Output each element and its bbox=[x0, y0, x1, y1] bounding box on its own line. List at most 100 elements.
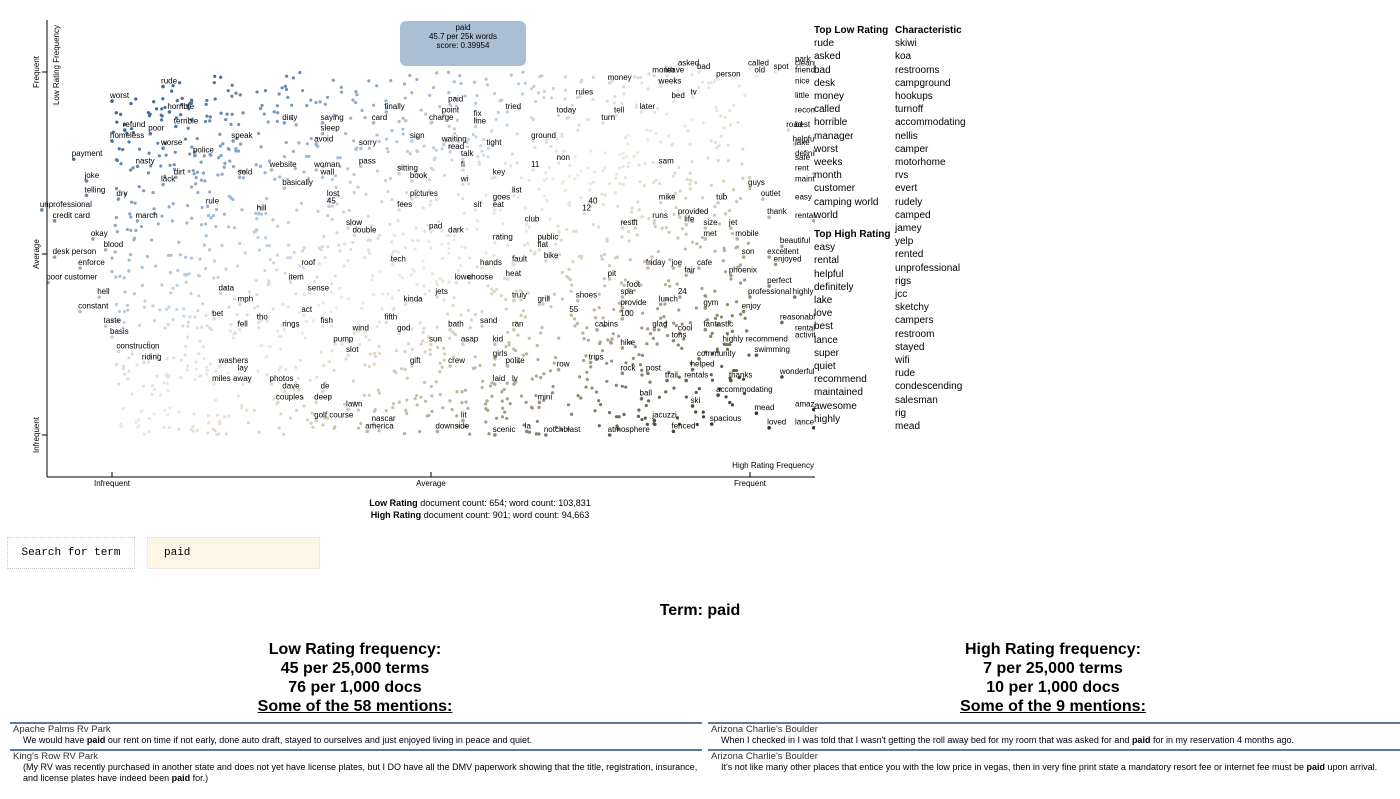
term-point[interactable] bbox=[339, 90, 344, 94]
term-label[interactable]: cleanpool bbox=[795, 58, 815, 67]
term-point[interactable] bbox=[221, 142, 225, 146]
term-point[interactable] bbox=[614, 383, 618, 387]
term-point[interactable] bbox=[297, 388, 301, 392]
term-point[interactable] bbox=[122, 309, 127, 314]
term-point[interactable] bbox=[588, 360, 593, 365]
term-label[interactable]: jet bbox=[728, 218, 738, 227]
term-point[interactable] bbox=[635, 151, 640, 155]
term-point[interactable] bbox=[473, 366, 477, 370]
term-point[interactable] bbox=[705, 318, 709, 322]
term-point[interactable] bbox=[663, 302, 667, 306]
term-point[interactable] bbox=[305, 418, 310, 422]
term-point[interactable] bbox=[218, 422, 222, 426]
term-point[interactable] bbox=[321, 301, 326, 305]
term-point[interactable] bbox=[646, 371, 650, 376]
term-point[interactable] bbox=[174, 124, 178, 129]
term-point[interactable] bbox=[333, 425, 337, 429]
term-point[interactable] bbox=[658, 200, 663, 205]
term-point[interactable] bbox=[573, 177, 577, 181]
term-point[interactable] bbox=[565, 227, 569, 232]
term-point[interactable] bbox=[518, 288, 523, 293]
term-point[interactable] bbox=[397, 273, 402, 278]
term-point[interactable] bbox=[237, 175, 242, 180]
term-label[interactable]: construction bbox=[116, 342, 159, 351]
term-point[interactable] bbox=[586, 338, 590, 342]
term-point[interactable] bbox=[196, 190, 200, 195]
term-point[interactable] bbox=[321, 423, 325, 427]
term-label[interactable]: phoenix bbox=[729, 265, 757, 274]
term-point[interactable] bbox=[311, 425, 315, 429]
term-point[interactable] bbox=[600, 192, 604, 196]
term-point[interactable] bbox=[450, 407, 454, 412]
term-point[interactable] bbox=[354, 90, 358, 94]
term-label[interactable]: joe bbox=[670, 258, 682, 267]
term-point[interactable] bbox=[533, 145, 537, 150]
term-point[interactable] bbox=[150, 392, 154, 396]
term-label[interactable]: refund bbox=[123, 120, 146, 129]
term-point[interactable] bbox=[117, 309, 122, 314]
term-point[interactable] bbox=[218, 144, 223, 148]
term-point[interactable] bbox=[541, 302, 545, 306]
term-point[interactable] bbox=[572, 317, 577, 321]
term-point[interactable] bbox=[255, 217, 259, 221]
term-point[interactable] bbox=[377, 233, 382, 237]
term-label[interactable]: lv bbox=[512, 374, 518, 383]
term-point[interactable] bbox=[614, 176, 618, 180]
term-label[interactable]: son bbox=[742, 247, 755, 256]
term-label[interactable]: tv bbox=[691, 87, 697, 96]
term-point[interactable] bbox=[461, 418, 465, 423]
term-point[interactable] bbox=[582, 337, 586, 341]
term-point[interactable] bbox=[780, 320, 784, 325]
term-point[interactable] bbox=[556, 367, 561, 372]
term-point[interactable] bbox=[688, 142, 692, 146]
term-label[interactable]: ball bbox=[640, 389, 653, 398]
term-point[interactable] bbox=[179, 376, 183, 380]
term-point[interactable] bbox=[334, 185, 338, 190]
term-point[interactable] bbox=[519, 313, 523, 318]
term-point[interactable] bbox=[272, 397, 276, 401]
term-point[interactable] bbox=[413, 170, 418, 174]
term-point[interactable] bbox=[550, 391, 555, 395]
term-point[interactable] bbox=[362, 393, 366, 397]
term-point[interactable] bbox=[359, 146, 363, 151]
term-point[interactable] bbox=[302, 170, 306, 174]
term-point[interactable] bbox=[624, 385, 628, 389]
term-point[interactable] bbox=[465, 227, 469, 231]
term-point[interactable] bbox=[646, 327, 650, 331]
term-point[interactable] bbox=[91, 237, 95, 241]
term-point[interactable] bbox=[469, 318, 474, 322]
term-point[interactable] bbox=[542, 372, 546, 376]
term-point[interactable] bbox=[398, 165, 402, 169]
term-point[interactable] bbox=[509, 73, 513, 77]
term-label[interactable]: nice bbox=[795, 77, 810, 86]
term-point[interactable] bbox=[163, 326, 167, 330]
term-point[interactable] bbox=[279, 365, 283, 369]
term-point[interactable] bbox=[626, 288, 631, 292]
term-label[interactable]: guys bbox=[748, 178, 765, 187]
term-point[interactable] bbox=[680, 227, 685, 231]
term-point[interactable] bbox=[652, 418, 657, 423]
term-point[interactable] bbox=[171, 286, 175, 290]
term-point[interactable] bbox=[456, 139, 461, 143]
term-point[interactable] bbox=[309, 421, 313, 425]
term-point[interactable] bbox=[204, 102, 208, 106]
term-label[interactable]: police bbox=[193, 145, 214, 154]
term-point[interactable] bbox=[163, 408, 167, 412]
term-point[interactable] bbox=[660, 226, 664, 230]
term-point[interactable] bbox=[208, 248, 212, 252]
term-point[interactable] bbox=[505, 123, 510, 127]
term-point[interactable] bbox=[645, 342, 649, 346]
term-point[interactable] bbox=[170, 89, 174, 93]
term-point[interactable] bbox=[675, 416, 680, 420]
term-point[interactable] bbox=[372, 292, 376, 297]
term-point[interactable] bbox=[370, 274, 375, 278]
term-point[interactable] bbox=[667, 230, 671, 234]
term-point[interactable] bbox=[620, 317, 625, 321]
term-list-item[interactable]: customer bbox=[814, 183, 856, 195]
term-point[interactable] bbox=[690, 240, 695, 244]
term-point[interactable] bbox=[195, 428, 199, 432]
term-label[interactable]: loved bbox=[767, 418, 786, 427]
term-point[interactable] bbox=[601, 202, 605, 207]
term-point[interactable] bbox=[434, 148, 438, 152]
term-point[interactable] bbox=[241, 176, 246, 180]
